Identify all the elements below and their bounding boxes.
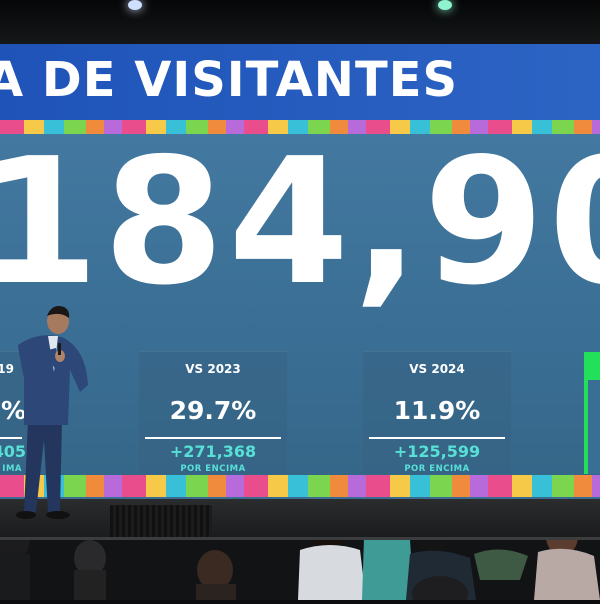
stat-box-rule [0, 437, 22, 439]
green-stat-box-edge [584, 352, 600, 474]
stage-light [438, 0, 452, 10]
ceiling [0, 0, 600, 44]
stat-box-rule [145, 437, 281, 439]
audience-silhouettes [0, 540, 600, 600]
stat-box-label: 19 [0, 362, 28, 376]
decorative-pattern-bottom [0, 475, 600, 497]
stage [0, 499, 600, 539]
screen-title: A DE VISITANTES [0, 52, 458, 108]
stat-box-percent: 11.9% [363, 396, 511, 425]
stat-box-percent: 29.7% [139, 396, 287, 425]
stat-box-note: POR ENCIMA [139, 464, 287, 474]
stat-box-label: VS 2024 [363, 362, 511, 376]
stage-light [128, 0, 142, 10]
stat-box-absolute: +271,368 [139, 442, 287, 461]
stat-box-percent: 2% [0, 396, 28, 425]
visitor-total: 184,90 [0, 136, 600, 310]
stat-box-absolute: +125,599 [363, 442, 511, 461]
stat-box-note: IMA [0, 464, 28, 474]
stat-box-rule [369, 437, 505, 439]
title-band: A DE VISITANTES [0, 44, 600, 120]
stat-box-partial: 19 2% 405 IMA [0, 351, 28, 474]
stat-box-label: VS 2023 [139, 362, 287, 376]
stage-monitor [110, 505, 212, 541]
led-screen: A DE VISITANTES 184,90 19 2% 405 IMA VS … [0, 44, 600, 499]
stat-box-note: POR ENCIMA [363, 464, 511, 474]
audience [0, 540, 600, 600]
stat-box-vs-2023: VS 2023 29.7% +271,368 POR ENCIMA [139, 351, 287, 474]
stat-box-absolute: 405 [0, 442, 28, 461]
stat-box-vs-2024: VS 2024 11.9% +125,599 POR ENCIMA [363, 351, 511, 474]
